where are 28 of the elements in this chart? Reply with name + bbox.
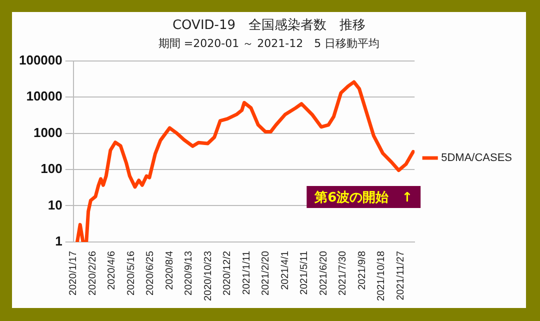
x-tick-label: 2021/2/20 <box>260 250 272 296</box>
x-tick-label: 2021/1/11 <box>241 250 252 295</box>
y-tick-label: 10 <box>48 197 62 212</box>
x-tick-label: 2020/8/4 <box>164 250 176 290</box>
x-tick-label: 2020/6/25 <box>145 250 156 296</box>
y-tick-label: 100 <box>40 161 62 176</box>
x-tick-label: 2021/7/30 <box>338 250 349 296</box>
x-tick-label: 2020/2/26 <box>87 250 98 296</box>
x-tick-label: 2020/12/2 <box>222 250 234 296</box>
x-tick-label: 2020/5/16 <box>126 250 137 296</box>
y-tick-label: 10000 <box>26 88 62 104</box>
y-tick-label: 100000 <box>18 52 62 68</box>
chart-title: COVID-19 全国感染者数 推移 <box>172 18 366 34</box>
annotation: 第6波の開始 ↑ <box>314 190 413 206</box>
chart-subtitle: 期間 =2020-01 ～ 2021-12 5 日移動平均 <box>158 37 380 50</box>
x-tick-label: 2021/4/1 <box>280 250 291 290</box>
x-tick-label: 2021/5/11 <box>299 250 310 295</box>
y-tick-label: 1000 <box>33 124 62 140</box>
x-tick-label: 2020/9/13 <box>184 250 195 296</box>
x-tick-label: 2021/9/8 <box>356 250 368 290</box>
x-tick-label: 2020/4/6 <box>106 250 118 290</box>
x-tick-label: 2021/10/18 <box>376 250 388 302</box>
x-tick-label: 2020/1/17 <box>68 250 80 296</box>
y-tick-label: 1 <box>55 234 62 249</box>
x-tick-label: 2021/11/27 <box>395 250 406 300</box>
x-tick-label: 2021/6/20 <box>318 250 330 296</box>
legend-label: 5DMA/CASES <box>441 152 512 164</box>
x-tick-label: 2020/10/23 <box>202 250 214 302</box>
